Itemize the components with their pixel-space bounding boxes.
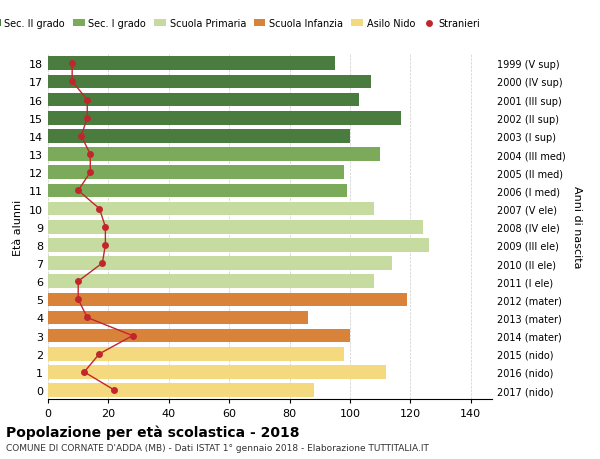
Bar [48,184,347,198]
Bar [48,239,428,252]
Bar [48,148,380,162]
Y-axis label: Anni di nascita: Anni di nascita [572,186,582,269]
Point [85,169,95,177]
Bar [48,166,344,179]
Bar [48,311,308,325]
Bar [48,275,374,288]
Bar [48,94,359,107]
Bar [48,329,350,343]
Point [67,61,77,68]
Point [128,332,137,340]
Text: Popolazione per età scolastica - 2018: Popolazione per età scolastica - 2018 [6,425,299,439]
Point [82,314,92,321]
Point [79,369,89,376]
Bar [48,365,386,379]
Point [95,350,104,358]
Bar [48,220,422,234]
Bar [48,347,344,361]
Bar [48,202,374,216]
Point [73,278,83,285]
Point [73,187,83,195]
Y-axis label: Età alunni: Età alunni [13,199,23,255]
Point [95,206,104,213]
Point [82,115,92,122]
Text: COMUNE DI CORNATE D'ADDA (MB) - Dati ISTAT 1° gennaio 2018 - Elaborazione TUTTIT: COMUNE DI CORNATE D'ADDA (MB) - Dati IST… [6,443,429,452]
Point [101,224,110,231]
Point [110,386,119,394]
Bar [48,57,335,71]
Point [76,133,86,140]
Bar [48,293,407,307]
Point [101,241,110,249]
Bar [48,257,392,270]
Bar [48,130,350,143]
Point [98,260,107,267]
Legend: Sec. II grado, Sec. I grado, Scuola Primaria, Scuola Infanzia, Asilo Nido, Stran: Sec. II grado, Sec. I grado, Scuola Prim… [0,15,484,33]
Bar [48,112,401,125]
Point [73,296,83,303]
Bar [48,75,371,89]
Bar [48,383,314,397]
Point [82,97,92,104]
Point [85,151,95,158]
Point [67,78,77,86]
